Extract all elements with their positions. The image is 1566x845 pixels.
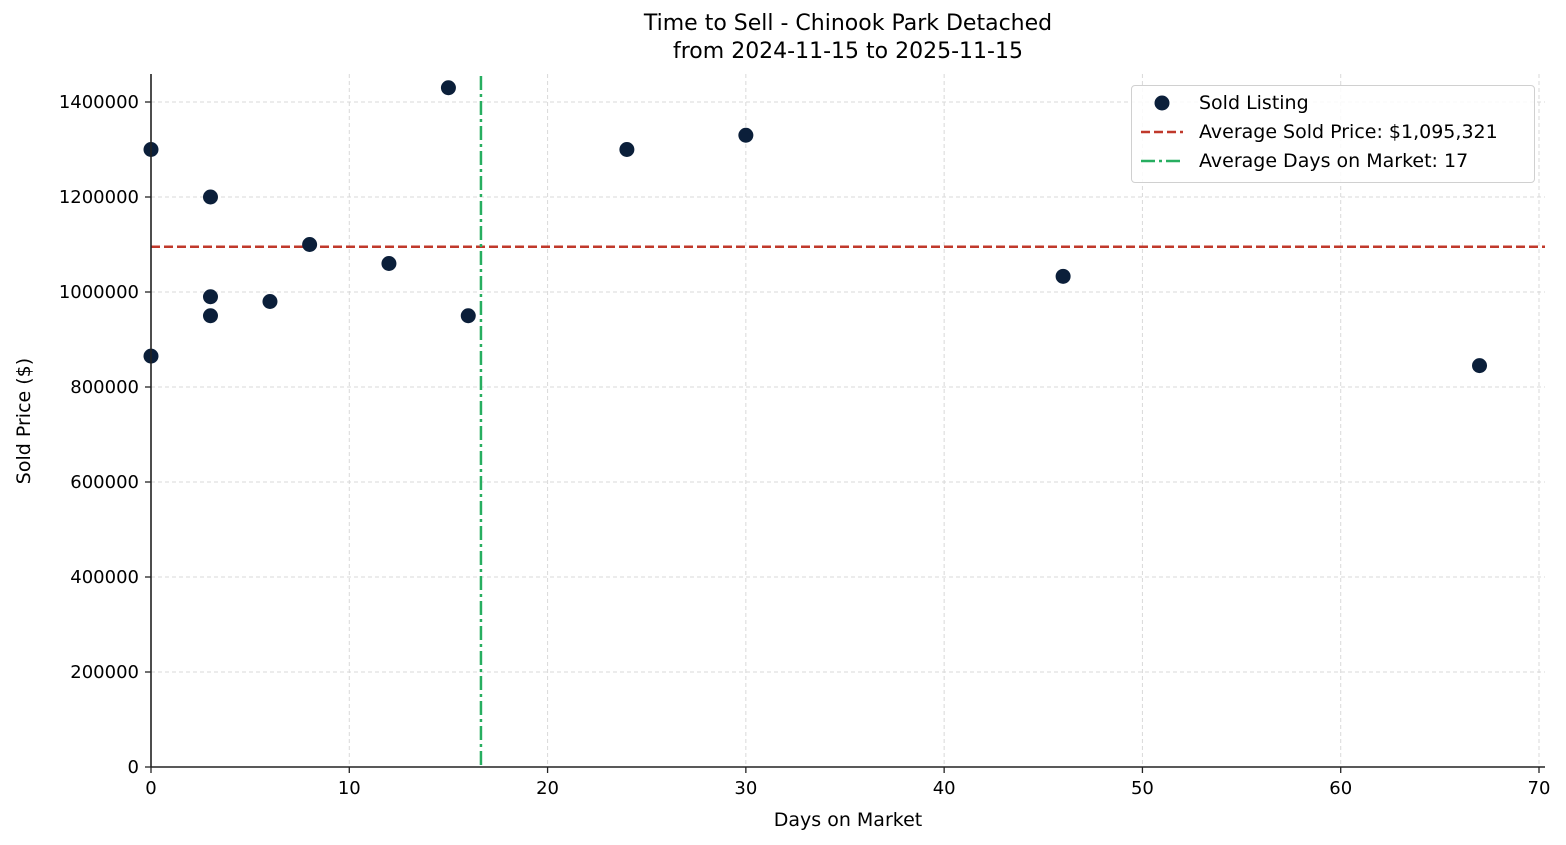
y-tick-label: 600000 (70, 472, 139, 493)
data-point (619, 142, 635, 157)
data-point (1055, 268, 1071, 284)
data-point (202, 289, 218, 305)
legend-label: Sold Listing (1199, 92, 1309, 114)
legend-label: Average Days on Market: 17 (1199, 150, 1469, 172)
y-tick-label: 1400000 (59, 92, 139, 113)
dashdot-line-icon (1138, 147, 1188, 175)
legend-item-sold: Sold Listing (1132, 89, 1309, 117)
data-point (460, 308, 476, 324)
y-tick-label: 1000000 (59, 282, 139, 303)
legend-label: Average Sold Price: $1,095,321 (1199, 121, 1498, 143)
data-point (381, 256, 397, 271)
data-point (202, 189, 218, 205)
y-tick-label: 400000 (70, 567, 139, 588)
x-tick-label: 0 (145, 778, 156, 799)
data-point (202, 308, 218, 324)
chart-title: Time to Sell - Chinook Park Detached (643, 11, 1053, 36)
data-points (143, 80, 1488, 374)
y-tick-label: 0 (128, 757, 139, 778)
data-point (738, 127, 754, 143)
marker-icon (1138, 89, 1188, 117)
x-tick-label: 20 (536, 778, 559, 799)
axes (145, 74, 1545, 773)
x-tick-label: 30 (734, 778, 757, 799)
data-point (440, 80, 456, 96)
reference-lines (151, 76, 1545, 767)
y-tick-label: 1200000 (59, 187, 139, 208)
x-tick-label: 60 (1329, 778, 1352, 799)
legend-item-avg-price: Average Sold Price: $1,095,321 (1132, 118, 1498, 146)
dashed-line-icon (1138, 118, 1188, 146)
x-axis-label: Days on Market (774, 809, 922, 831)
x-tick-label: 10 (338, 778, 361, 799)
y-axis-label: Sold Price ($) (13, 358, 35, 484)
x-tick-label: 50 (1131, 778, 1154, 799)
data-point (302, 237, 318, 252)
y-tick-label: 200000 (70, 662, 139, 683)
x-tick-label: 40 (933, 778, 956, 799)
y-tick-label: 800000 (70, 377, 139, 398)
grid-lines (151, 74, 1545, 767)
x-tick-label: 70 (1528, 778, 1551, 799)
legend: Sold Listing Average Sold Price: $1,095,… (1131, 85, 1535, 183)
chart-subtitle: from 2024-11-15 to 2025-11-15 (673, 39, 1023, 64)
tick-labels: 0 10 20 30 40 50 60 70 0 200000 400000 600000 800000… (59, 92, 1551, 799)
data-point (262, 294, 278, 309)
data-point (1472, 358, 1488, 374)
legend-item-avg-days: Average Days on Market: 17 (1132, 147, 1468, 175)
